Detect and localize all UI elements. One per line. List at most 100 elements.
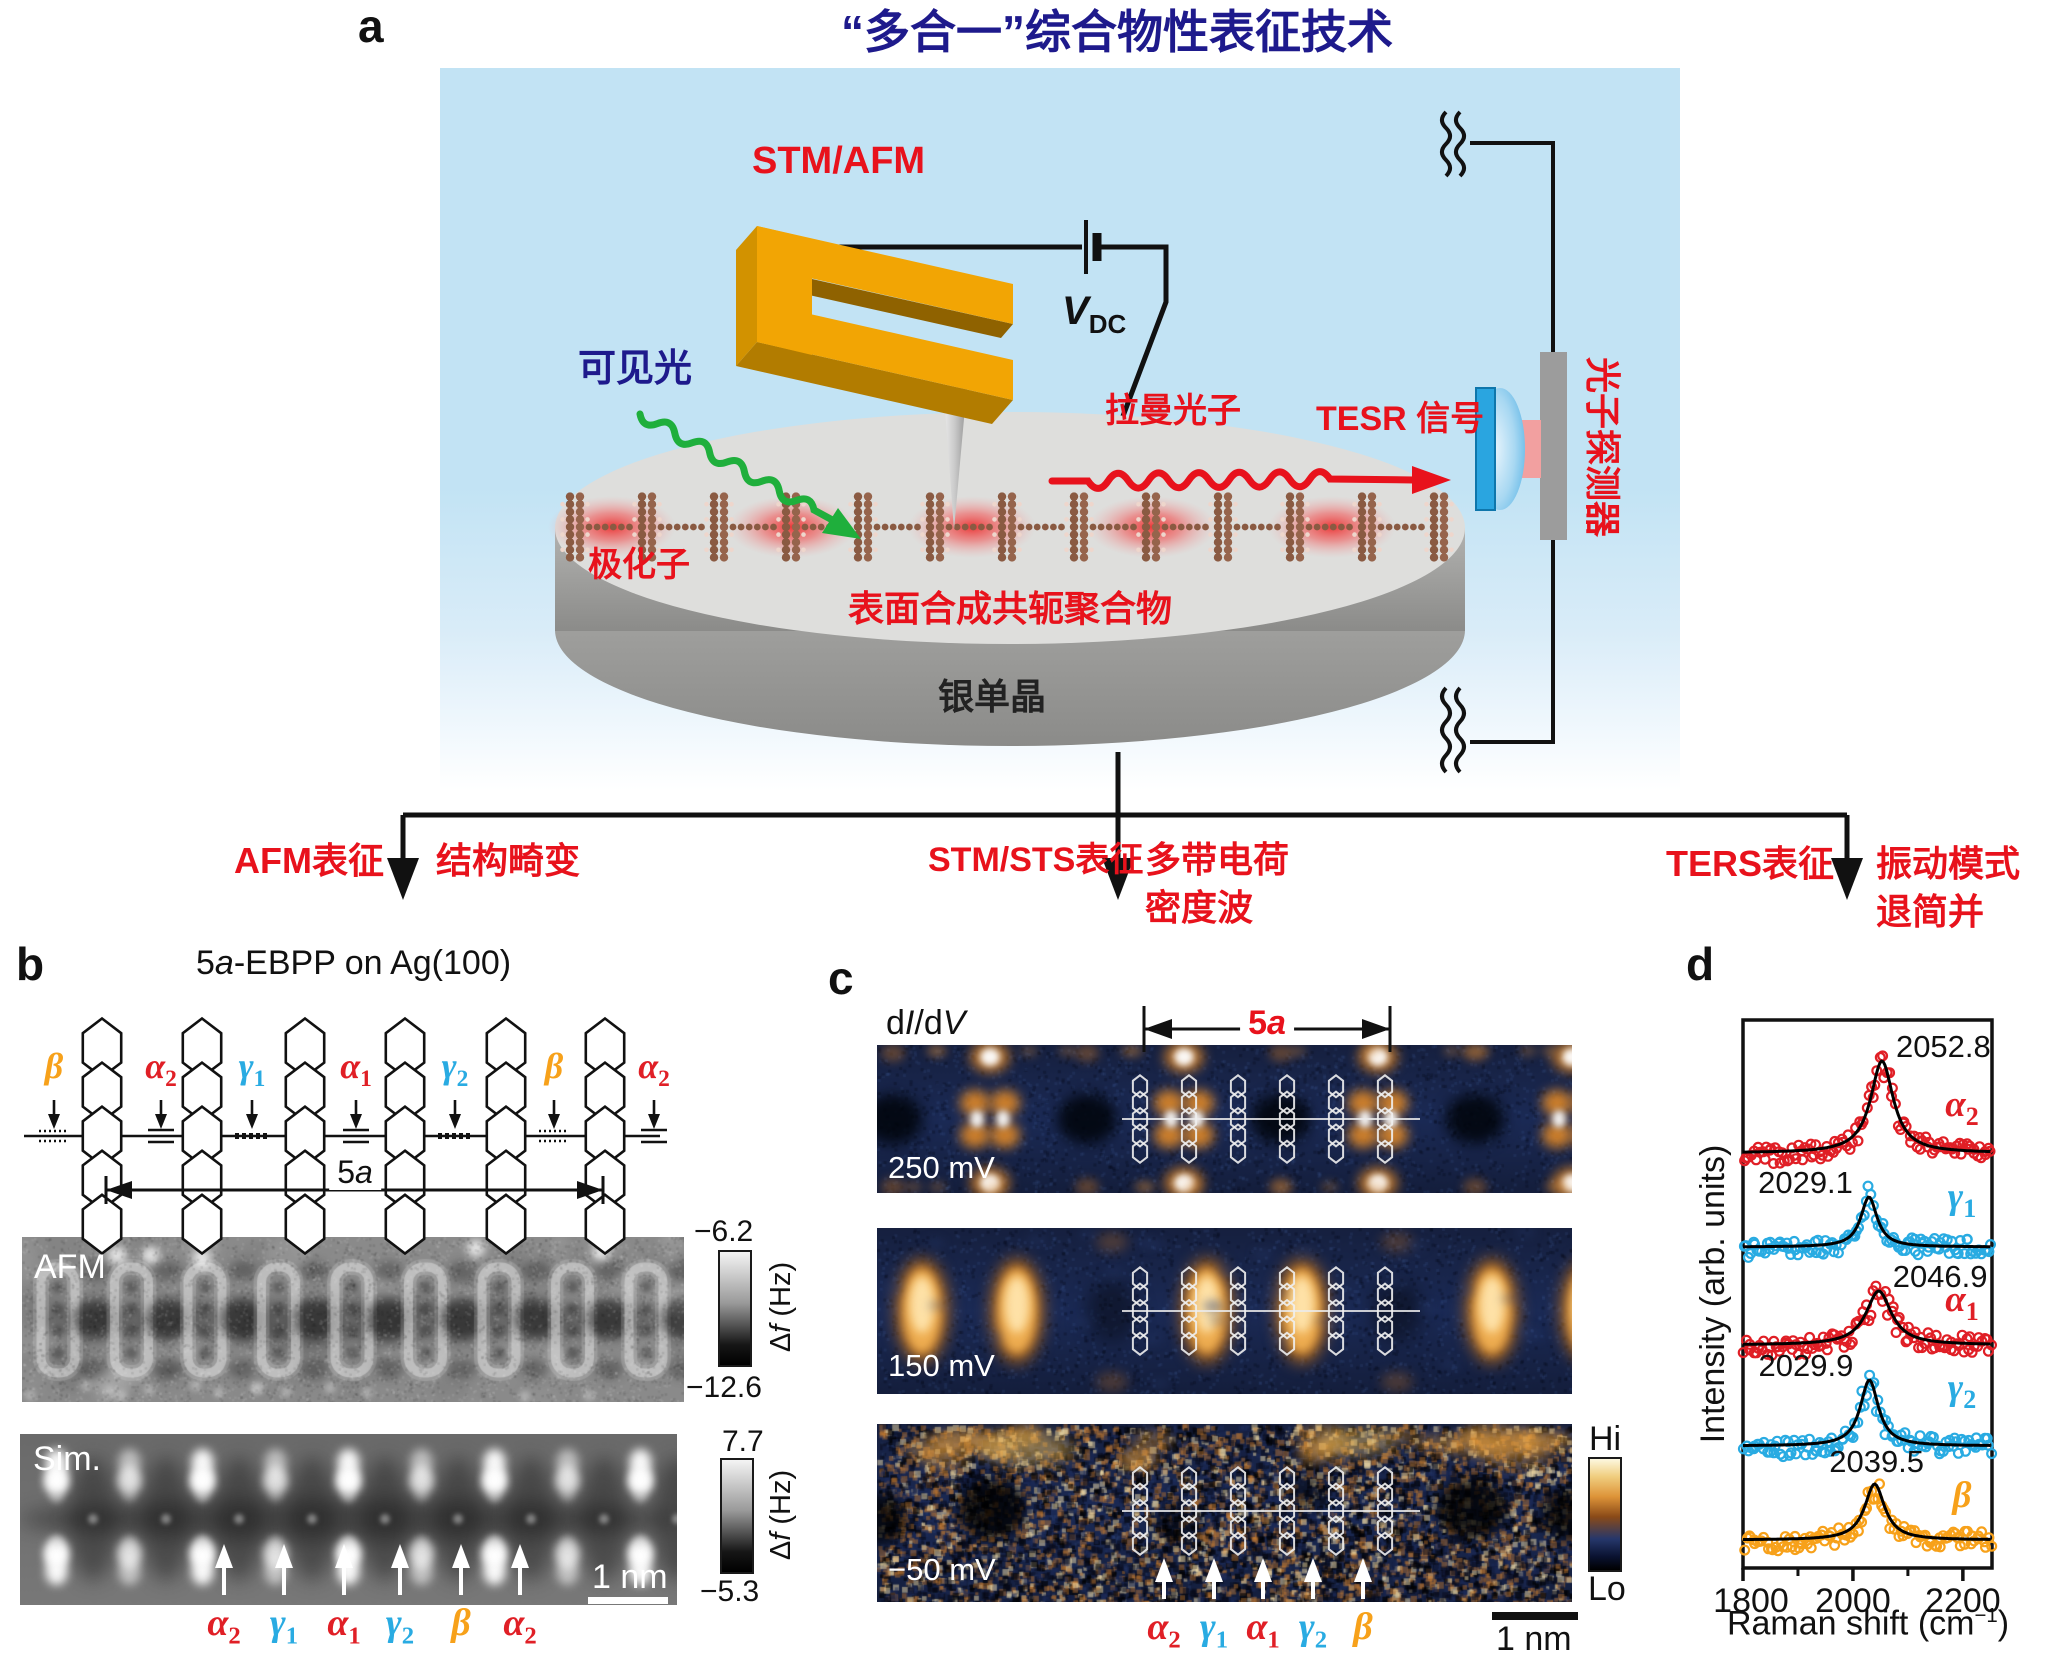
- bond-label-β: β: [44, 1046, 64, 1086]
- afm-sim-image: [20, 1434, 677, 1605]
- vdc-label: VDC: [1062, 289, 1127, 339]
- x-axis-label: Raman shift (cm−1): [1726, 1604, 2010, 1643]
- arrow-right-icon: [1362, 1019, 1390, 1039]
- svg-text:2046.9: 2046.9: [1893, 1259, 1988, 1294]
- raman-signal-arrowhead-icon: [1412, 466, 1451, 494]
- afm-colorbar: [718, 1250, 752, 1367]
- sim-arrow-label-β: β: [451, 1602, 471, 1644]
- sim-scale-max: 7.7: [722, 1425, 764, 1458]
- sim-arrow-label-γ1: γ1: [269, 1602, 299, 1650]
- panel-a-label: a: [358, 0, 384, 52]
- raman-signal-arrow: [1048, 468, 1418, 492]
- svg-text:β: β: [1951, 1475, 1972, 1516]
- colorbar-lo-label: Lo: [1588, 1570, 1626, 1608]
- arrow-down-icon: [1831, 858, 1863, 900]
- bias-neg50mV: −50 mV: [888, 1552, 996, 1587]
- sim-arrow-label-α1: α1: [327, 1602, 361, 1650]
- map-arrow-label-α1: α1: [1246, 1606, 1280, 1653]
- bond-label-γ1: γ1: [238, 1046, 266, 1093]
- sim-feature-arrows: [215, 1544, 529, 1595]
- branch-afm-method: AFM表征: [234, 840, 384, 881]
- branch-ters-method: TERS表征: [1666, 843, 1835, 884]
- tuning-fork-sensor: [736, 226, 1013, 424]
- bond-label-α2: α2: [638, 1046, 670, 1093]
- arrow-left-icon: [106, 1181, 132, 1199]
- sim-arrow-label-α2: α2: [503, 1602, 537, 1650]
- svg-text:1800: 1800: [1713, 1582, 1789, 1620]
- photon-detector-label: 光子探测器: [1581, 356, 1623, 538]
- wire-break-icon: [1440, 110, 1452, 178]
- svg-text:α2: α2: [1945, 1084, 1978, 1131]
- visible-light-arrow: [636, 410, 840, 526]
- polaron-label: 极化子: [588, 546, 690, 584]
- wire-break-icon: [1454, 686, 1466, 774]
- scalebar-1nm-b-label: 1 nm: [592, 1558, 668, 1596]
- svg-text:2000: 2000: [1815, 1582, 1891, 1620]
- svg-text:2029.1: 2029.1: [1758, 1165, 1853, 1200]
- map-arrow-label-γ2: γ2: [1298, 1606, 1328, 1653]
- panel-c-label: c: [828, 952, 854, 1004]
- bond-site-arrows: [48, 1100, 660, 1129]
- arrow-down-icon: [1102, 858, 1134, 900]
- dimension-5a-c-label: 5a: [1240, 1005, 1294, 1042]
- polymer-label: 表面合成共轭聚合物: [848, 588, 1173, 629]
- bond-label-α1: α1: [340, 1046, 372, 1093]
- afm-scale-unit: Δf (Hz): [764, 1261, 797, 1353]
- branch-ters-result1: 振动模式: [1876, 843, 2021, 884]
- panel-d-label: d: [1686, 938, 1715, 990]
- bias-150mV: 150 mV: [888, 1348, 995, 1383]
- sim-image-label: Sim.: [33, 1440, 101, 1478]
- didv-colorbar: [1588, 1457, 1622, 1572]
- colorbar-hi-label: Hi: [1589, 1420, 1622, 1458]
- visible-light-label: 可见光: [578, 348, 693, 390]
- afm-image: [22, 1237, 684, 1402]
- branch-sts-method: STM/STS表征: [928, 841, 1144, 879]
- bias-250mV: 250 mV: [888, 1150, 995, 1185]
- bond-label-α2: α2: [145, 1046, 177, 1093]
- branch-ters-result2: 退简并: [1876, 891, 1985, 932]
- map-arrow-label-α2: α2: [1147, 1606, 1181, 1653]
- sim-scale-unit: Δf (Hz): [764, 1469, 797, 1561]
- map-arrow-label-β: β: [1353, 1606, 1373, 1648]
- svg-text:2052.8: 2052.8: [1896, 1029, 1991, 1064]
- map-arrow-label-γ1: γ1: [1199, 1606, 1229, 1653]
- branch-afm-result: 结构畸变: [436, 840, 581, 881]
- svg-text:2029.9: 2029.9: [1759, 1348, 1854, 1383]
- svg-text:γ2: γ2: [1948, 1367, 1976, 1414]
- afm-scale-max: −6.2: [694, 1215, 754, 1248]
- stm-afm-label: STM/AFM: [752, 140, 926, 182]
- molecule-overlay-250mV: [1122, 1074, 1420, 1164]
- sim-arrow-label-α2: α2: [207, 1602, 241, 1650]
- arrow-down-icon: [387, 858, 419, 900]
- molecule-overlay-neg50mV: [1122, 1466, 1420, 1556]
- sim-colorbar: [720, 1458, 754, 1574]
- sim-scale-min: −5.3: [700, 1575, 760, 1608]
- afm-scale-min: −12.6: [686, 1371, 762, 1404]
- svg-text:2039.5: 2039.5: [1829, 1444, 1924, 1479]
- scalebar-1nm-c-label: 1 nm: [1496, 1620, 1572, 1653]
- wire-break-icon: [1454, 110, 1466, 178]
- svg-text:2200: 2200: [1925, 1582, 2001, 1620]
- branch-sts-result2: 密度波: [1145, 887, 1254, 928]
- chemical-structure: [24, 1016, 667, 1256]
- tesr-signal-label: TESR 信号: [1316, 400, 1485, 438]
- wire-break-icon: [1440, 686, 1452, 774]
- arrow-left-icon: [1144, 1019, 1172, 1039]
- map-feature-arrows: [1155, 1558, 1372, 1599]
- bond-label-β: β: [544, 1046, 564, 1086]
- branch-lines: [400, 752, 1850, 862]
- branch-sts-result1: 多带电荷: [1145, 839, 1290, 880]
- sim-arrow-label-γ2: γ2: [385, 1602, 415, 1650]
- panel-b-label: b: [16, 938, 45, 990]
- bond-label-γ2: γ2: [441, 1046, 469, 1093]
- figure-title: “多合一”综合物性表征技术: [841, 6, 1393, 58]
- substrate-label: 银单晶: [938, 676, 1047, 717]
- didv-map-neg50mV: [877, 1424, 1572, 1602]
- dimension-5a-b-label: 5a: [329, 1155, 381, 1190]
- raman-photon-label: 拉曼光子: [1105, 392, 1241, 430]
- detector-plate-icon: [1540, 352, 1567, 540]
- panel-b-title: 5a-EBPP on Ag(100): [196, 944, 512, 982]
